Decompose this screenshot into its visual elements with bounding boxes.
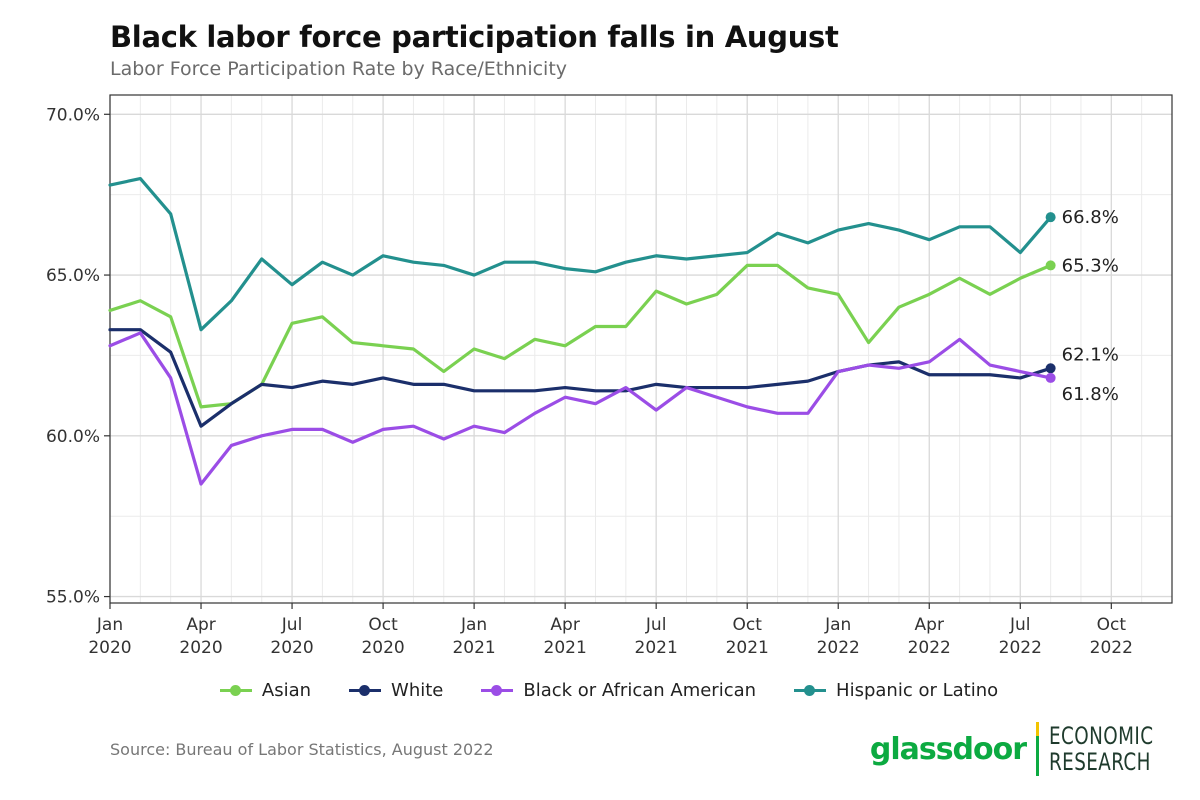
x-tick-label-month: Oct [732,615,762,635]
x-tick-label-year: 2021 [452,638,495,658]
legend-key-white [349,684,382,698]
end-label-hispanic-or-latino: 66.8% [1062,207,1119,228]
x-tick-label-year: 2020 [361,638,404,658]
x-tick-label-year: 2021 [726,638,769,658]
x-tick-label-month: Jul [645,615,667,635]
plot-panel-border [109,94,1173,604]
legend-key-hispanic [794,684,827,698]
x-tick-label-year: 2021 [544,638,587,658]
x-tick-label-year: 2021 [635,638,678,658]
legend-key-asian [219,684,252,698]
brand-name: glassdoor [869,731,1027,767]
series-line-hispanic-or-latino [108,176,1053,332]
x-tick-label-month: Jan [96,615,123,635]
chart-legend: Asian White Black or African American Hi… [0,680,1200,701]
x-tick-label-year: 2020 [179,638,222,658]
x-tick-label-year: 2022 [817,638,860,658]
x-tick-label-year: 2020 [270,638,313,658]
series-line-black-or-african-american [108,331,1053,486]
end-label-asian: 65.3% [1062,255,1119,276]
brand-unit-line1: ECONOMIC [1049,722,1154,750]
end-label-black-or-african-american: 61.8% [1062,384,1119,405]
legend-item-hispanic: Hispanic or Latino [794,680,998,701]
x-tick-label-month: Jul [1009,615,1031,635]
x-tick-label-month: Jan [824,615,851,635]
brand-divider [1036,722,1040,776]
legend-item-black: Black or African American [481,680,756,701]
x-tick-label-month: Jul [281,615,303,635]
end-point-white [1045,363,1056,374]
series-line-asian [108,263,1053,409]
x-tick-label-month: Oct [1097,615,1127,635]
x-tick-label-month: Jan [460,615,487,635]
end-label-white: 62.1% [1062,344,1119,365]
end-point-asian [1045,260,1056,271]
y-tick-label: 70.0% [46,105,100,125]
brand-unit: ECONOMIC RESEARCH [1049,723,1153,775]
x-tick-label-year: 2022 [908,638,951,658]
series-line-white [108,328,1053,428]
x-tick-label-month: Oct [368,615,398,635]
chart-title: Black labor force participation falls in… [110,20,839,54]
x-tick-label-year: 2022 [1090,638,1133,658]
x-tick-label-year: 2022 [999,638,1042,658]
x-tick-label-year: 2020 [88,638,131,658]
y-tick-label: 60.0% [46,427,100,447]
x-tick-label-month: Apr [186,615,215,635]
end-point-black-or-african-american [1045,372,1056,383]
chart-subtitle: Labor Force Participation Rate by Race/E… [110,58,568,80]
legend-label-hispanic: Hispanic or Latino [836,680,999,701]
y-tick-label: 65.0% [46,266,100,286]
y-tick-label: 55.0% [46,588,100,608]
legend-label-white: White [391,680,444,701]
source-note: Source: Bureau of Labor Statistics, Augu… [110,740,494,759]
end-point-hispanic-or-latino [1045,212,1056,223]
legend-item-asian: Asian [219,680,312,701]
x-tick-label-month: Apr [915,615,944,635]
x-tick-label-month: Apr [550,615,579,635]
legend-key-black [481,684,514,698]
brand-logo: glassdoor ECONOMIC RESEARCH [870,722,1172,776]
legend-item-white: White [349,680,443,701]
legend-label-black: Black or African American [523,680,757,701]
legend-label-asian: Asian [261,680,312,701]
brand-unit-line2: RESEARCH [1049,748,1151,776]
